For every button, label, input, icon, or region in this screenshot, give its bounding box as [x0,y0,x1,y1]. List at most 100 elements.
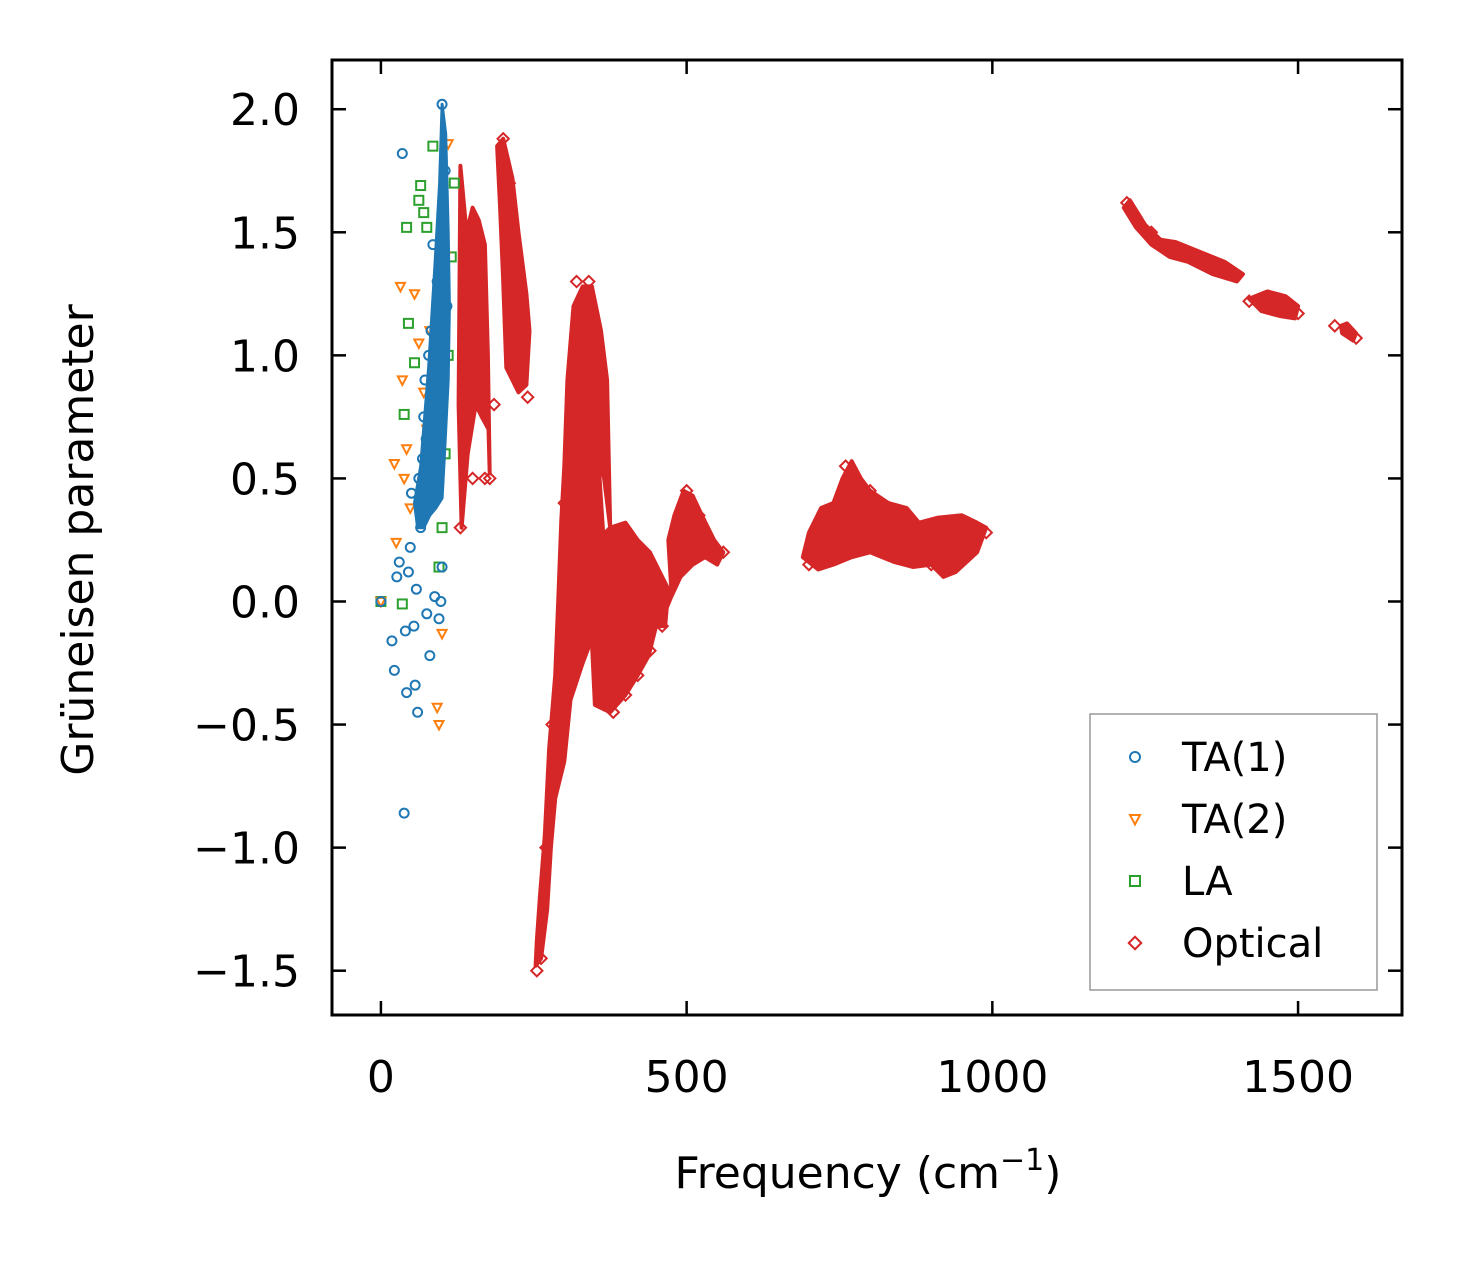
point-ta-2-5 [396,375,409,388]
point-optical-11 [514,372,529,388]
point-la-2 [396,598,408,610]
point-optical-12 [520,390,535,405]
point-optical-16 [545,717,560,732]
point-la-3 [398,408,410,420]
y-tick-label-neg1: −1.0 [193,824,300,875]
y-tick-label-neg0_5: −0.5 [193,701,300,752]
point-ta-1-23 [421,608,433,620]
point-optical-40 [1168,242,1183,257]
point-optical-45 [1291,306,1306,321]
legend-label-ta-2: TA(2) [1181,797,1287,843]
legend-label-optical: Optical [1182,921,1323,967]
point-optical-14 [534,951,549,966]
legend-marker-ta-1 [1129,751,1141,763]
point-ta-2-16 [432,719,446,732]
x-tick-label-0: 0 [367,1052,395,1103]
point-ta-2-8 [404,503,417,516]
point-ta-2-7 [400,444,413,456]
x-axis-label-suffix: ) [1044,1148,1061,1199]
y-tick-label-0_5: 0.5 [230,454,300,505]
point-optical-6 [482,471,497,486]
point-optical-25 [655,619,670,634]
ta1-dense-band-1 [413,102,451,530]
legend-marker-optical [1127,935,1143,951]
point-optical-18 [569,274,584,289]
y-axis-label: Grüneisen parameter [53,303,104,775]
y-tick-label-1_5: 1.5 [230,208,300,259]
legend-box [1089,713,1378,991]
legend-marker-la [1129,875,1141,887]
point-optical-33 [893,532,908,548]
point-optical-46 [1327,318,1342,333]
point-optical-38 [1119,195,1134,210]
point-la-9 [418,207,430,219]
point-optical-28 [691,508,706,523]
point-ta-1-9 [401,687,413,699]
point-optical-35 [936,564,951,579]
y-tick-label-2: 2.0 [230,85,300,136]
point-optical-21 [606,705,621,720]
point-optical-39 [1144,225,1159,240]
point-ta-1-35 [436,561,448,573]
point-ta-1-33 [435,595,447,607]
point-ta-1-7 [398,807,410,819]
y-tick-label-1: 1.0 [230,331,300,382]
optical-band-4 [586,520,671,715]
point-ta-2-6 [397,473,411,486]
point-optical-36 [960,515,975,530]
point-optical-23 [630,668,645,683]
point-ta-1-11 [404,541,416,553]
point-optical-44 [1266,294,1281,309]
point-optical-22 [618,687,633,703]
legend-label-la: LA [1182,859,1233,905]
optical-band-2 [495,136,532,395]
point-optical-32 [863,483,878,498]
point-ta-1-8 [399,625,411,637]
point-ta-1-10 [402,566,414,578]
point-la-10 [421,221,433,233]
point-la-13 [436,522,448,534]
y-tick-label-neg1_5: −1.5 [193,947,300,998]
point-la-17 [448,177,460,189]
point-ta-2-10 [412,338,425,351]
optical-band-1 [456,163,492,530]
point-ta-1-3 [388,664,400,676]
point-optical-27 [679,483,694,498]
x-axis-label-superscript: −1 [1000,1143,1044,1178]
point-ta-1-1 [375,595,387,607]
point-ta-1-16 [412,706,424,718]
x-tick-label-1500: 1500 [1242,1052,1354,1103]
plot-area [374,98,1364,978]
legend-marker-ta-2 [1128,814,1142,827]
point-ta-1-2 [386,635,398,647]
point-optical-13 [529,963,544,978]
point-optical-34 [924,557,939,572]
point-ta-1-6 [396,148,408,160]
point-optical-1 [453,520,468,535]
point-optical-47 [1349,331,1364,346]
point-optical-4 [471,392,486,407]
point-ta-1-14 [409,679,421,691]
point-la-11 [427,140,439,152]
x-axis-label: Frequency (cm−1) [675,1143,1062,1199]
point-optical-17 [557,496,572,511]
point-ta-2-2 [388,459,401,471]
point-la-4 [401,221,413,233]
optical-band-8 [1247,289,1301,321]
point-optical-31 [838,459,853,474]
point-ta-1-5 [393,556,405,568]
x-tick-label-500: 500 [645,1052,729,1103]
point-optical-8 [496,131,511,146]
point-optical-24 [642,643,657,658]
legend-label-ta-1: TA(1) [1181,735,1287,781]
point-optical-29 [716,545,731,560]
point-ta-1-32 [433,613,445,625]
point-optical-9 [502,176,517,191]
point-optical-7 [486,397,502,412]
point-ta-2-15 [431,702,444,715]
point-optical-10 [508,274,523,289]
y-tick-label-0: 0.0 [230,577,300,628]
optical-band-5 [657,488,726,629]
